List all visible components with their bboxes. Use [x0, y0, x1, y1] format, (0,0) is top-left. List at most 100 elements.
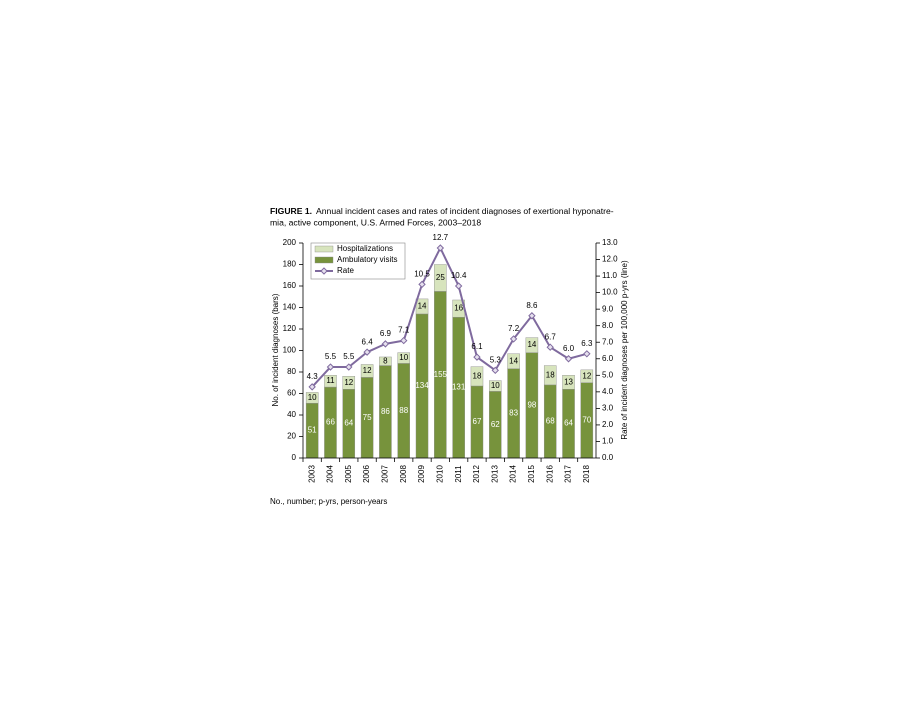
- bar: [562, 375, 575, 390]
- line-label: 6.7: [545, 332, 557, 341]
- marker: [418, 280, 426, 289]
- title-line: mia, active component, U.S. Armed Forces…: [270, 217, 481, 227]
- line-label: 10.4: [451, 271, 467, 280]
- marker: [491, 366, 499, 375]
- x-tick-label: 2017: [564, 465, 573, 483]
- x-tick-label: 2016: [545, 465, 554, 483]
- line-label: 7.1: [398, 326, 410, 335]
- bar-label: 14: [509, 356, 518, 365]
- line-label: 6.3: [581, 339, 593, 348]
- line-label: 7.2: [508, 324, 520, 333]
- line-label: 6.1: [471, 342, 483, 351]
- bar-label: 10: [399, 353, 408, 362]
- marker: [564, 355, 573, 363]
- legend-label: Hospitalizations: [337, 244, 393, 253]
- bar-label: 11: [326, 376, 335, 385]
- x-tick-label: 2011: [454, 465, 463, 483]
- bar-label: 12: [363, 366, 372, 375]
- bar-label: 51: [308, 426, 317, 435]
- bar-label: 86: [381, 407, 390, 416]
- marker: [528, 312, 536, 320]
- y-tick-label: 0: [292, 453, 297, 462]
- bar: [397, 352, 410, 364]
- marker: [546, 343, 554, 351]
- legend-marker: [320, 267, 328, 275]
- bar-label: 8: [383, 356, 388, 365]
- legend-swatch: [314, 245, 334, 253]
- line: [311, 245, 588, 388]
- y2-tick-label: 10.0: [602, 288, 618, 297]
- bar-label: 155: [434, 370, 448, 379]
- bar-label: 88: [399, 406, 408, 415]
- footnote: No., number; p-yrs, person-years: [270, 497, 387, 506]
- bar: [324, 375, 337, 388]
- x-tick-label: 2015: [527, 465, 536, 483]
- bar-label: 12: [344, 378, 353, 387]
- marker: [509, 335, 518, 343]
- x-tick-label: 2009: [417, 465, 426, 483]
- y-tick-label: 100: [283, 346, 297, 355]
- y-tick-label: 80: [287, 367, 296, 376]
- bar-label: 134: [415, 381, 429, 390]
- y2-tick-label: 13.0: [602, 238, 618, 247]
- bar-label: 67: [473, 417, 482, 426]
- marker: [363, 348, 371, 356]
- marker: [381, 340, 390, 348]
- x-tick-label: 2012: [472, 465, 481, 483]
- bar-label: 18: [546, 370, 555, 379]
- legend-label: Rate: [337, 266, 354, 275]
- bar-label: 66: [326, 418, 335, 427]
- bar: [434, 264, 447, 292]
- y2-tick-label: 11.0: [602, 271, 618, 280]
- x-tick-label: 2007: [381, 465, 390, 483]
- marker: [326, 363, 335, 371]
- bar: [489, 380, 502, 392]
- bar-label: 68: [546, 417, 555, 426]
- line-label: 12.7: [433, 233, 449, 242]
- line-label: 6.4: [362, 337, 374, 346]
- line-label: 4.3: [307, 372, 319, 381]
- bar: [305, 392, 319, 404]
- title-line: Annual incident cases and rates of incid…: [316, 206, 614, 216]
- bar-label: 83: [509, 408, 518, 417]
- bar: [507, 353, 520, 369]
- line-label: 5.5: [343, 352, 355, 361]
- y2-tick-label: 2.0: [602, 420, 614, 429]
- x-tick-label: 2008: [399, 465, 408, 483]
- x-tick-label: 2013: [490, 465, 499, 483]
- x-tick-label: 2010: [435, 465, 444, 483]
- bar-label: 70: [582, 415, 591, 424]
- x-tick-label: 2014: [509, 465, 518, 483]
- marker: [473, 353, 481, 361]
- bar: [543, 365, 557, 386]
- bar-label: 13: [564, 377, 573, 386]
- y2-tick-label: 5.0: [602, 370, 614, 379]
- y2-tick-label: 6.0: [602, 354, 614, 363]
- bar-label: 25: [436, 273, 445, 282]
- y2-tick-label: 9.0: [602, 304, 614, 313]
- bar-label: 64: [564, 419, 573, 428]
- y-tick-label: 160: [283, 281, 297, 290]
- y2-tick-label: 7.0: [602, 337, 614, 346]
- bar-label: 14: [418, 302, 427, 311]
- bar-label: 98: [527, 400, 536, 409]
- y2-tick-label: 4.0: [602, 387, 614, 396]
- bar: [360, 364, 374, 378]
- marker: [436, 244, 445, 252]
- x-tick-label: 2006: [362, 465, 371, 483]
- marker: [308, 383, 316, 391]
- line-label: 5.3: [490, 355, 502, 364]
- legend-label: Ambulatory visits: [337, 255, 397, 264]
- line-label: 8.6: [526, 301, 538, 310]
- figure-label: FIGURE 1.: [270, 206, 312, 216]
- marker: [454, 282, 463, 290]
- y-tick-label: 20: [287, 432, 296, 441]
- y-axis-label: No. of incident diagnoses (bars): [271, 293, 280, 406]
- legend-swatch: [314, 256, 334, 264]
- x-tick-label: 2003: [307, 465, 316, 483]
- y-tick-label: 120: [283, 324, 297, 333]
- marker: [345, 363, 353, 371]
- bar-label: 75: [363, 413, 372, 422]
